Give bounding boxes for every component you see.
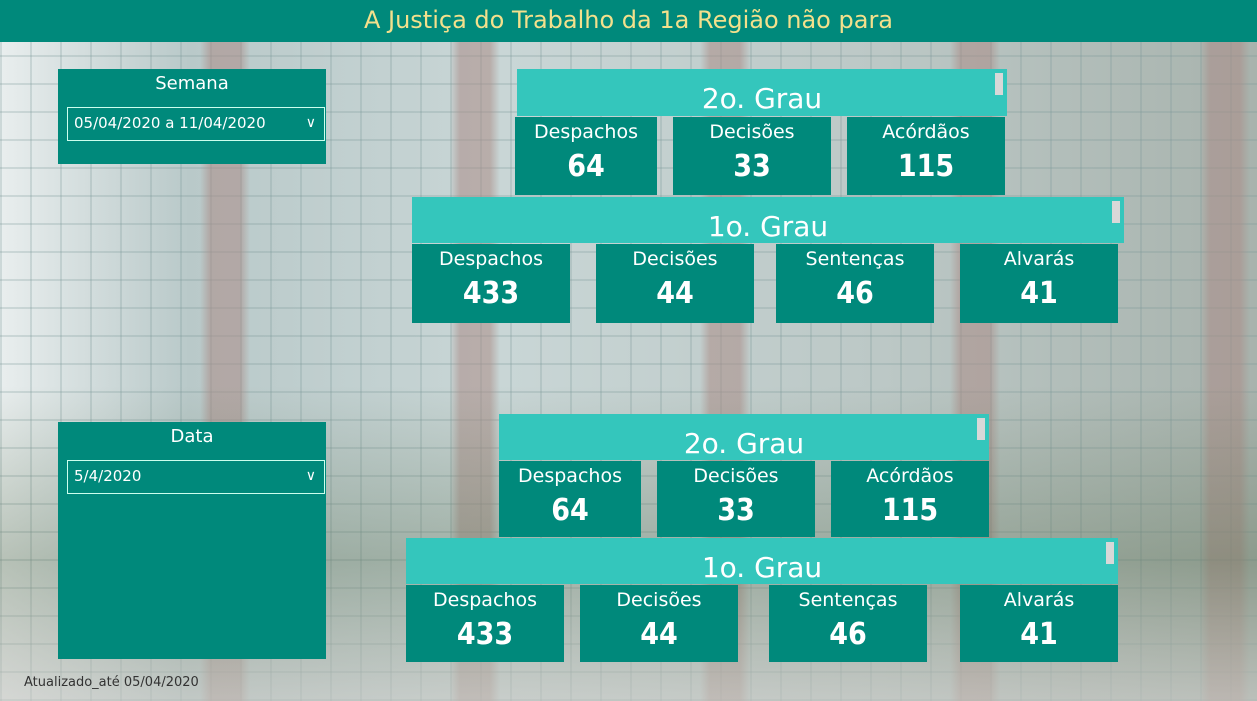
card-label: Despachos <box>433 589 537 611</box>
card-despachos: Despachos 64 <box>515 117 657 195</box>
top-segundo-grau-header: 2o. Grau <box>517 69 1007 116</box>
card-label: Despachos <box>534 121 638 143</box>
group-title: 2o. Grau <box>701 82 823 115</box>
scrollbar[interactable] <box>977 418 985 440</box>
scrollbar[interactable] <box>1112 201 1120 223</box>
card-alvaras: Alvarás 41 <box>960 585 1118 662</box>
card-label: Acórdãos <box>882 121 970 143</box>
card-label: Alvarás <box>1003 248 1075 270</box>
card-sentencas: Sentenças 46 <box>769 585 927 662</box>
card-label: Acórdãos <box>866 465 954 487</box>
data-label: Data <box>170 426 214 447</box>
bottom-segundo-grau-header: 2o. Grau <box>499 414 989 460</box>
data-filter: Data 5/4/2020 ∨ <box>58 422 326 659</box>
card-value: 44 <box>640 617 678 652</box>
card-label: Sentenças <box>805 248 905 270</box>
card-value: 41 <box>1020 276 1058 311</box>
card-label: Despachos <box>518 465 622 487</box>
card-value: 41 <box>1020 617 1058 652</box>
card-decisoes: Decisões 33 <box>657 461 815 537</box>
card-label: Decisões <box>693 465 779 487</box>
card-label: Alvarás <box>1003 589 1075 611</box>
card-decisoes: Decisões 33 <box>673 117 831 195</box>
top-primeiro-grau-header: 1o. Grau <box>412 197 1124 243</box>
card-value: 64 <box>551 493 589 528</box>
updated-note: Atualizado_até 05/04/2020 <box>24 675 199 690</box>
semana-dropdown[interactable]: 05/04/2020 a 11/04/2020 ∨ <box>67 107 325 141</box>
card-value: 46 <box>836 276 874 311</box>
card-despachos: Despachos 64 <box>499 461 641 537</box>
semana-label: Semana <box>155 73 229 94</box>
card-value: 46 <box>829 617 867 652</box>
card-sentencas: Sentenças 46 <box>776 244 934 323</box>
semana-filter: Semana 05/04/2020 a 11/04/2020 ∨ <box>58 69 326 164</box>
data-dropdown[interactable]: 5/4/2020 ∨ <box>67 460 325 494</box>
bottom-primeiro-grau-header: 1o. Grau <box>406 538 1118 584</box>
chevron-down-icon[interactable]: ∨ <box>305 468 316 484</box>
card-despachos: Despachos 433 <box>412 244 570 323</box>
group-title: 1o. Grau <box>707 210 829 243</box>
card-label: Decisões <box>632 248 718 270</box>
card-acordaos: Acórdãos 115 <box>831 461 989 537</box>
chevron-down-icon[interactable]: ∨ <box>305 115 316 131</box>
card-acordaos: Acórdãos 115 <box>847 117 1005 195</box>
card-label: Sentenças <box>798 589 898 611</box>
page-title: A Justiça do Trabalho da 1a Região não p… <box>0 0 1257 42</box>
card-despachos: Despachos 433 <box>406 585 564 662</box>
card-label: Despachos <box>439 248 543 270</box>
card-value: 33 <box>717 493 755 528</box>
scrollbar[interactable] <box>1106 542 1114 564</box>
card-alvaras: Alvarás 41 <box>960 244 1118 323</box>
group-title: 2o. Grau <box>683 427 805 460</box>
data-value: 5/4/2020 <box>74 467 142 485</box>
card-label: Decisões <box>616 589 702 611</box>
card-value: 115 <box>897 149 955 184</box>
semana-value: 05/04/2020 a 11/04/2020 <box>74 114 266 132</box>
card-value: 115 <box>881 493 939 528</box>
card-value: 33 <box>733 149 771 184</box>
card-label: Decisões <box>709 121 795 143</box>
group-title: 1o. Grau <box>701 551 823 584</box>
scrollbar[interactable] <box>995 73 1003 95</box>
card-value: 44 <box>656 276 694 311</box>
card-decisoes: Decisões 44 <box>580 585 738 662</box>
card-value: 433 <box>462 276 520 311</box>
card-value: 433 <box>456 617 514 652</box>
card-decisoes: Decisões 44 <box>596 244 754 323</box>
card-value: 64 <box>567 149 605 184</box>
